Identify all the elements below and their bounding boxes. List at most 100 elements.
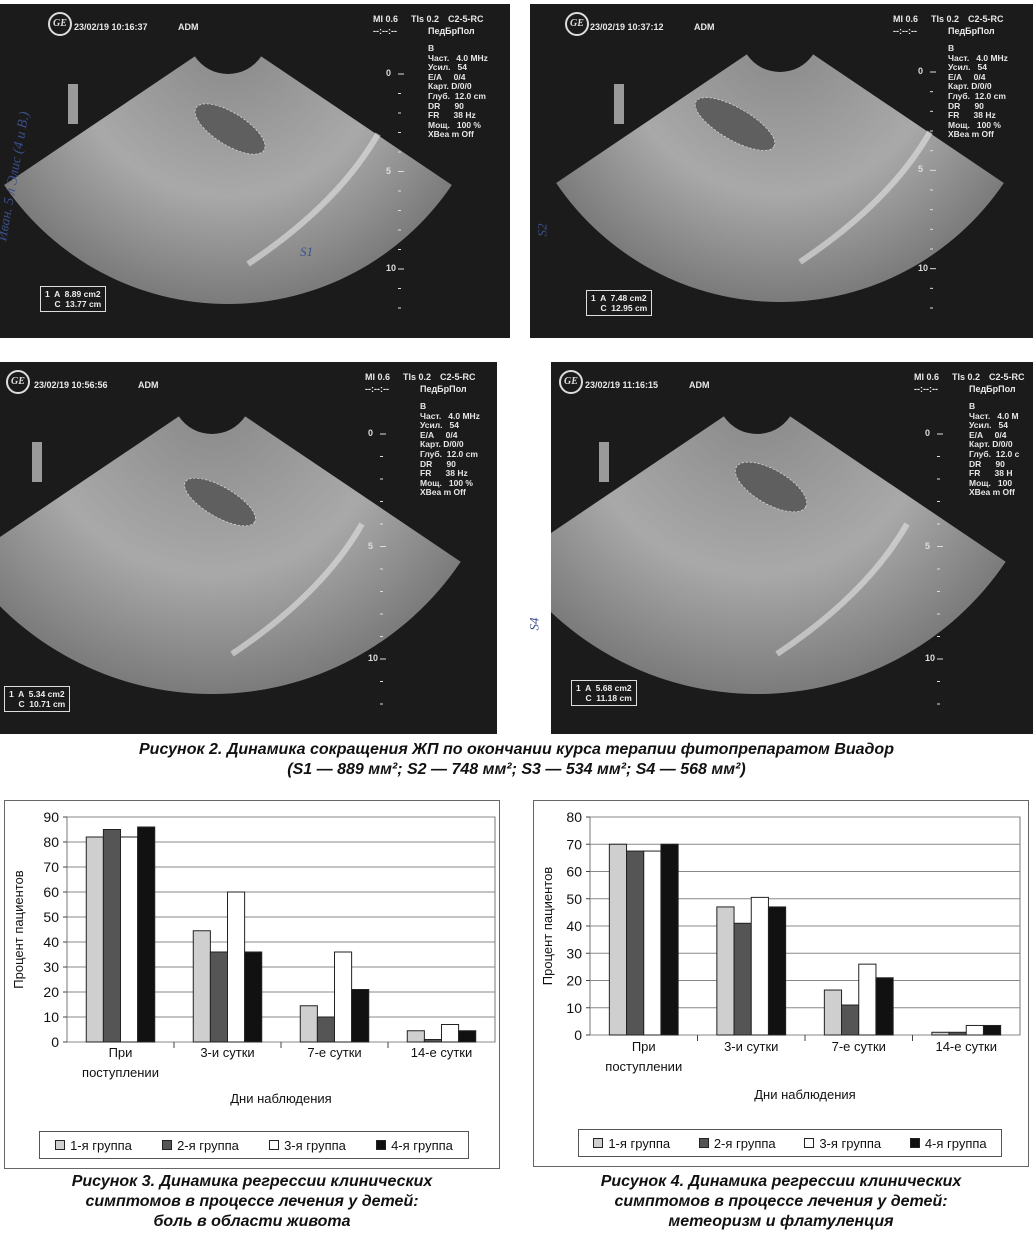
- scan-probe: C2-5-RC: [440, 372, 476, 382]
- ultrasound-scan-area: [4, 56, 452, 309]
- scan-tis: TIs 0.2: [931, 14, 960, 24]
- bar: [948, 1031, 967, 1036]
- legend-item: 4-я группа: [376, 1138, 453, 1153]
- y-tick-label: 30: [566, 945, 582, 961]
- x-tick-label: 3-и сутки: [200, 1045, 254, 1060]
- bar: [316, 1016, 336, 1043]
- figure-2-caption-line2: (S1 — 889 мм²; S2 — 748 мм²; S3 — 534 мм…: [287, 761, 746, 778]
- scan-mi: MI 0.6: [914, 372, 940, 382]
- legend-label: 1-я группа: [608, 1135, 671, 1151]
- scan-parameters: B Част. 4.0 MHz Усил. 54 E/A 0/4 Карт. D…: [948, 43, 1008, 140]
- ultrasound-image-4: 0 5 10 GE 23/02/19 11:16:15 ADM MI 0.6 TIs 0.2 C…: [551, 362, 1033, 734]
- echo-bright-band: [798, 130, 933, 265]
- y-tick-label: 50: [566, 891, 582, 907]
- grayscale-bar: [68, 84, 78, 124]
- legend-item: 3-я группа: [269, 1138, 346, 1153]
- depth-label: 10: [386, 263, 397, 273]
- scan-timestamp: 23/02/19 10:37:12: [590, 22, 664, 32]
- ultrasound-scan-area: [556, 54, 1004, 309]
- bar: [458, 1030, 477, 1043]
- gallbladder-outline: [194, 103, 266, 155]
- measurement-box: 1 A 5.34 cm2 C 10.71 cm: [4, 686, 71, 712]
- ultrasound-image-3: 0 5 10 GE 23/02/19 10:56:56 ADM MI 0.6 TIs 0.2 C…: [0, 362, 497, 734]
- y-tick-label: 20: [43, 984, 59, 1000]
- legend-item: 4-я группа: [909, 1136, 987, 1151]
- scan-mi: MI 0.6: [893, 14, 919, 24]
- legend-label: 1-я группа: [70, 1137, 132, 1153]
- ultrasound-image-2: 0 5 10 GE 23/02/19 10:37:12 ADM MI 0.6 TIs 0.2 C…: [530, 4, 1033, 338]
- x-tick-label: 3-и сутки: [724, 1039, 778, 1054]
- bar: [85, 836, 104, 1043]
- echo-bright-band: [246, 132, 381, 267]
- legend-swatch-icon: [698, 1138, 709, 1148]
- y-tick-label: 10: [566, 1000, 582, 1016]
- bar: [931, 1031, 950, 1036]
- legend-swatch-icon: [909, 1138, 920, 1148]
- x-tick-label: 14-е сутки: [411, 1045, 473, 1060]
- ge-logo-icon: GE: [559, 370, 583, 394]
- y-tick-label: 60: [43, 884, 59, 900]
- bar: [608, 843, 628, 1036]
- scan-timestamp: 23/02/19 10:56:56: [34, 380, 108, 390]
- scan-timestamp: 23/02/19 11:16:15: [585, 380, 659, 390]
- y-tick-label: 30: [43, 959, 59, 975]
- bar: [767, 906, 787, 1036]
- grayscale-bar: [32, 442, 42, 482]
- measurement-box: 1 A 5.68 cm2 C 11.18 cm: [571, 680, 637, 706]
- scan-mi: MI 0.6: [373, 14, 399, 24]
- scan-sector: [4, 56, 452, 304]
- legend-item: 2-я группа: [162, 1138, 239, 1153]
- chart-3-legend: 1-я группа 2-я группа 3-я группа 4-я группа: [39, 1131, 469, 1159]
- figure-2-caption: Рисунок 2. Динамика сокращения ЖП по око…: [0, 740, 1033, 780]
- legend-label: 2-я группа: [713, 1135, 776, 1151]
- bar: [965, 1024, 984, 1036]
- handwritten-label-s1: S1: [300, 244, 313, 259]
- ultrasound-image-1: 0 5 10 GE 23/02/19 10:16:37 ADM MI 0.6 TIs 0.2 C…: [0, 4, 510, 338]
- bar: [137, 826, 156, 1043]
- bar: [626, 850, 645, 1036]
- grayscale-bar: [599, 442, 609, 482]
- scan-tis: TIs 0.2: [403, 372, 432, 382]
- legend-label: 3-я группа: [819, 1135, 882, 1151]
- scan-dashes: --:--:--: [373, 26, 397, 36]
- bar: [875, 977, 894, 1036]
- chart-figure-3: 0 10 20 30 40 50 60 70 80 90 Процент пациентов Дни …: [4, 800, 500, 1169]
- x-tick-label: 7-е сутки: [832, 1039, 886, 1054]
- figure-2-caption-line1: Рисунок 2. Динамика сокращения ЖП по око…: [139, 741, 894, 758]
- chart-4-legend: 1-я группа 2-я группа 3-я группа 4-я группа: [578, 1129, 1002, 1157]
- legend-label: 3-я группа: [284, 1137, 346, 1153]
- measurement-box: 1 A 8.89 cm2 C 13.77 cm: [40, 286, 107, 312]
- scan-tis: TIs 0.2: [411, 14, 440, 24]
- bar: [299, 1005, 318, 1043]
- scan-tis: TIs 0.2: [952, 372, 981, 382]
- figure-4-caption-line2: симптомов в процессе лечения у детей:: [614, 1193, 948, 1210]
- scan-preset: ПедБрПол: [420, 384, 467, 394]
- bar: [841, 1004, 860, 1036]
- y-tick-label: 80: [43, 834, 59, 850]
- ge-logo-icon: GE: [565, 12, 589, 36]
- figure-3-caption-line2: симптомов в процессе лечения у детей:: [85, 1193, 419, 1210]
- bar: [660, 843, 679, 1036]
- x-tick-label: При: [109, 1045, 133, 1060]
- depth-label: 5: [925, 540, 931, 551]
- y-tick-label: 50: [43, 909, 59, 925]
- bar: [209, 951, 229, 1043]
- handwritten-label-s2: S2: [534, 223, 550, 237]
- bar: [716, 906, 735, 1036]
- x-axis-label: Дни наблюдения: [754, 1087, 855, 1102]
- scan-parameters: B Част. 4.0 M Усил. 54 E/A 0/4 Карт. D/0…: [969, 401, 1020, 498]
- figure-3-caption-line3: боль в области живота: [153, 1213, 351, 1230]
- depth-label: 0: [925, 428, 931, 438]
- bar: [643, 850, 662, 1036]
- depth-label: 5: [386, 165, 392, 176]
- scan-preset: ПедБрПол: [428, 26, 475, 36]
- scan-preset: ПедБрПол: [948, 26, 995, 36]
- depth-label: 10: [925, 653, 936, 663]
- legend-item: 3-я группа: [804, 1136, 881, 1151]
- legend-swatch-icon: [162, 1140, 173, 1150]
- measurement-box: 1 A 7.48 cm2 C 12.95 cm: [586, 290, 653, 316]
- scan-dashes: --:--:--: [365, 384, 389, 394]
- y-axis-label: Процент пациентов: [540, 867, 555, 986]
- figure-3-caption: Рисунок 3. Динамика регрессии клинически…: [4, 1172, 500, 1232]
- scan-sector: [0, 416, 461, 694]
